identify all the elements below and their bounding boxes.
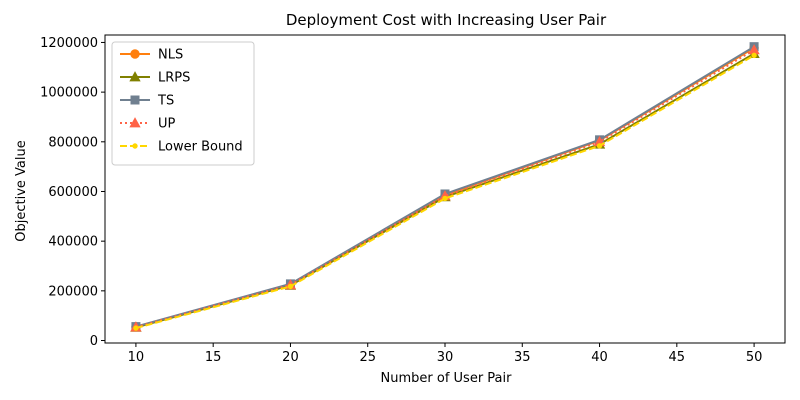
y-tick-label: 800000	[48, 135, 98, 150]
legend-swatch-marker	[130, 49, 140, 59]
series-lower-bound	[133, 52, 757, 331]
data-point	[751, 52, 757, 59]
y-tick-label: 0	[90, 334, 98, 349]
legend-swatch-marker	[130, 95, 140, 105]
legend-entry: UP	[120, 117, 176, 132]
y-tick-label: 200000	[48, 284, 98, 299]
x-tick-label: 15	[205, 350, 222, 365]
legend-label: TS	[157, 94, 174, 109]
legend-entry: TS	[120, 94, 174, 109]
x-tick-label: 10	[128, 350, 145, 365]
y-tick-label: 1000000	[40, 86, 98, 101]
legend-label: LRPS	[158, 71, 190, 86]
legend-label: Lower Bound	[158, 140, 243, 155]
legend-label: NLS	[158, 48, 183, 63]
legend-swatch-marker	[132, 143, 138, 149]
y-tick-label: 1200000	[40, 36, 98, 51]
legend-box	[111, 41, 255, 166]
legend-entry: Lower Bound	[120, 140, 243, 155]
legend-entry: LRPS	[120, 71, 190, 86]
chart-title: Deployment Cost with Increasing User Pai…	[286, 11, 607, 29]
legend-label: UP	[158, 117, 176, 132]
x-tick-label: 35	[514, 350, 531, 365]
series-line	[135, 54, 755, 330]
y-tick-label: 400000	[48, 235, 98, 250]
series-line	[135, 49, 755, 329]
x-tick-label: 25	[359, 350, 376, 365]
x-tick-label: 20	[282, 350, 299, 365]
x-tick-label: 30	[437, 350, 454, 365]
legend-swatch-marker	[129, 71, 141, 82]
x-tick-label: 45	[669, 350, 686, 365]
x-axis-label: Number of User Pair	[381, 371, 513, 386]
legend-swatch-marker	[129, 117, 141, 128]
y-axis-label: Objective Value	[14, 140, 29, 241]
y-tick-label: 600000	[48, 185, 98, 200]
x-tick-label: 40	[591, 350, 608, 365]
legend-entry: NLS	[120, 48, 183, 63]
data-point	[596, 143, 603, 149]
data-point	[133, 325, 139, 331]
x-tick-label: 50	[746, 350, 763, 365]
data-point	[287, 283, 294, 290]
data-point	[442, 195, 448, 202]
